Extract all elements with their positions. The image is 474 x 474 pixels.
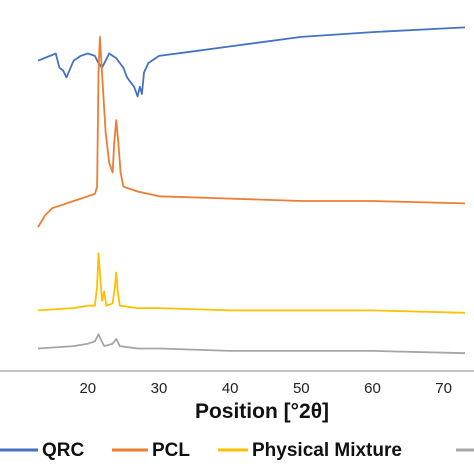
series-line-3 [37,333,466,355]
x-tick-label: 70 [435,380,452,397]
x-tick-label: 40 [222,380,239,397]
legend: QRC PCL Physical Mixture [0,440,474,461]
legend-label-2: Physical Mixture [252,440,402,461]
legend-label-1: PCL [152,440,190,461]
x-tick-label: 20 [79,380,96,397]
x-tick-label: 50 [293,380,310,397]
legend-label-0: QRC [42,440,85,461]
x-axis-title: Position [°2θ] [195,400,329,423]
series-line-2 [37,252,466,314]
series-layer [37,26,466,355]
series-line-1 [37,36,466,228]
x-tick-labels: 20 30 40 50 60 70 [79,380,451,397]
series-line-0 [37,26,466,98]
x-tick-label: 60 [364,380,381,397]
x-tick-label: 30 [151,380,168,397]
